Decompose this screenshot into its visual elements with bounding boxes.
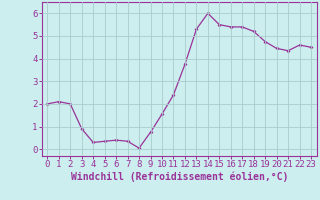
- X-axis label: Windchill (Refroidissement éolien,°C): Windchill (Refroidissement éolien,°C): [70, 172, 288, 182]
